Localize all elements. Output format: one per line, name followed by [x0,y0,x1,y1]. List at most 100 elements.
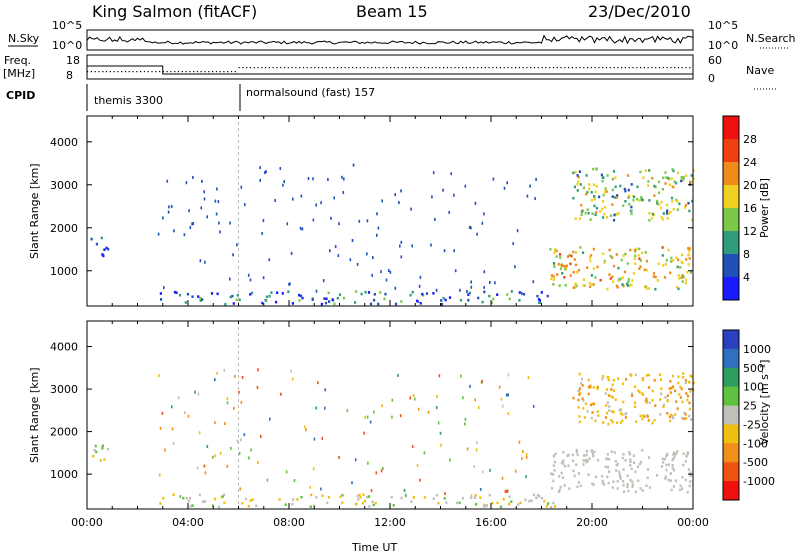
heatmap-cell [666,453,669,457]
heatmap-cell [603,483,606,486]
heatmap-cell [607,481,610,485]
heatmap-cell [508,297,511,301]
heatmap-cell [651,176,654,180]
heatmap-cell [595,206,598,210]
heatmap-cell [338,455,340,459]
heatmap-cell [399,414,402,418]
heatmap-cell [444,298,447,302]
heatmap-cell [599,278,602,282]
heatmap-cell [654,287,657,291]
heatmap-cell [572,459,575,463]
heatmap-cell [311,298,314,301]
heatmap-cell [675,285,679,289]
x-tick-label: 00:00 [71,516,103,529]
heatmap-cell [448,296,452,299]
heatmap-cell [632,454,635,458]
heatmap-cell [381,404,383,408]
colorbar-tick-label: -100 [743,437,768,450]
heatmap-cell [590,191,593,194]
heatmap-cell [618,473,622,477]
heatmap-cell [621,456,624,460]
heatmap-cell [619,277,622,281]
heatmap-cell [626,284,629,287]
heatmap-cell [178,293,182,297]
heatmap-cell [683,417,686,421]
heatmap-cell [680,416,684,420]
heatmap-cell [351,239,354,242]
colorbar-tick-label: -1000 [743,475,775,488]
heatmap-cell [636,465,640,468]
heatmap-cell [159,502,162,505]
heatmap-cell [592,267,595,270]
heatmap-cell [379,291,382,294]
heatmap-cell [400,255,403,259]
heatmap-cell [659,398,662,401]
heatmap-cell [106,447,109,451]
heatmap-cell [601,479,604,483]
heatmap-cell [578,372,581,376]
heatmap-cell [338,293,342,296]
heatmap-cell [285,470,288,474]
heatmap-cell [366,252,368,256]
heatmap-cell [231,294,234,298]
heatmap-cell [640,196,643,199]
freq-dot [113,71,115,73]
heatmap-cell [637,479,640,482]
heatmap-cell [616,286,619,289]
heatmap-cell [244,497,248,501]
freq-dot [272,67,274,69]
heatmap-cell [481,379,483,383]
heatmap-cell [681,476,684,479]
heatmap-cell [640,460,643,464]
heatmap-cell [582,459,585,462]
heatmap-cell [341,501,344,504]
freq-dot [484,67,486,69]
heatmap-cell [630,183,633,186]
heatmap-cell [684,478,687,482]
heatmap-cell [594,475,597,479]
freq-dot [636,67,638,69]
heatmap-cell [584,458,587,462]
heatmap-cell [483,285,485,289]
heatmap-cell [591,482,594,485]
freq-dot [609,67,611,69]
heatmap-cell [305,428,307,432]
heatmap-cell [435,406,438,410]
heatmap-cell [590,449,593,452]
heatmap-cell [611,396,615,399]
colorbar-swatch [723,208,739,232]
heatmap-cell [504,489,507,493]
heatmap-cell [621,413,624,416]
heatmap-cell [648,401,651,405]
heatmap-cell [627,188,630,192]
heatmap-cell [507,393,509,397]
heatmap-cell [372,256,374,260]
heatmap-cell [687,263,690,266]
heatmap-cell [575,463,578,467]
heatmap-cell [557,490,560,493]
heatmap-cell [601,377,604,381]
heatmap-cell [577,472,580,475]
heatmap-cell [538,495,541,498]
heatmap-cell [445,501,448,504]
nave-tick-bottom: 0 [708,72,715,85]
heatmap-cell [624,252,627,256]
heatmap-cell [485,504,488,508]
heatmap-cell [276,291,279,294]
heatmap-cell [684,204,687,207]
colorbar-swatch [723,481,739,501]
heatmap-cell [590,274,593,277]
heatmap-cell [571,453,574,457]
freq-dot [302,67,305,69]
y-tick-label: 2000 [50,222,78,235]
heatmap-cell [659,413,662,416]
heatmap-cell [373,298,376,302]
heatmap-cell [588,256,592,259]
heatmap-cell [629,460,632,463]
y-axis-title: Slant Range [km] [28,163,41,259]
heatmap-cell [371,500,374,503]
heatmap-cell [646,476,649,480]
heatmap-cell [175,291,178,294]
heatmap-cell [333,196,335,200]
